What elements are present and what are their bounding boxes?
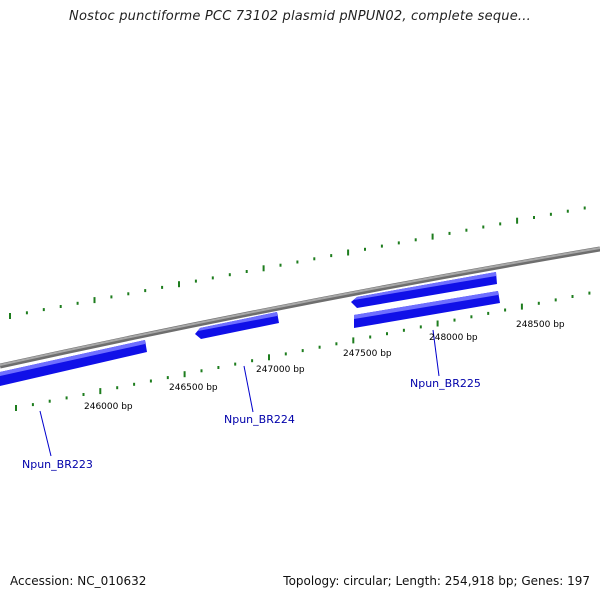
gene-Npun_BR223[interactable] <box>0 340 147 386</box>
scale-label: 247500 bp <box>343 349 392 359</box>
gene-label[interactable]: Npun_BR224 <box>224 413 295 426</box>
map-title: Nostoc punctiforme PCC 73102 plasmid pNP… <box>69 9 531 24</box>
leader-line <box>243 365 254 413</box>
backbone <box>0 247 600 366</box>
leader-line <box>432 329 440 377</box>
gene-Npun_BR225b[interactable] <box>354 291 500 328</box>
outer-tick-track <box>9 206 586 319</box>
scale-label: 248500 bp <box>516 320 565 330</box>
accession-text: Accession: NC_010632 <box>10 574 147 588</box>
summary-text: Topology: circular; Length: 254,918 bp; … <box>283 574 590 588</box>
scale-label: 246500 bp <box>169 383 218 393</box>
scale-label: 246000 bp <box>84 402 133 412</box>
leader-line <box>39 410 52 457</box>
scale-label: 248000 bp <box>429 333 478 343</box>
gene-Npun_BR225a[interactable] <box>351 272 497 308</box>
gene-label[interactable]: Npun_BR223 <box>22 458 93 471</box>
backbone-shadow <box>0 246 600 369</box>
gene-label[interactable]: Npun_BR225 <box>410 377 481 390</box>
gene-Npun_BR224[interactable] <box>195 312 279 339</box>
inner-tick-track <box>15 291 591 411</box>
scale-label: 247000 bp <box>256 365 305 375</box>
